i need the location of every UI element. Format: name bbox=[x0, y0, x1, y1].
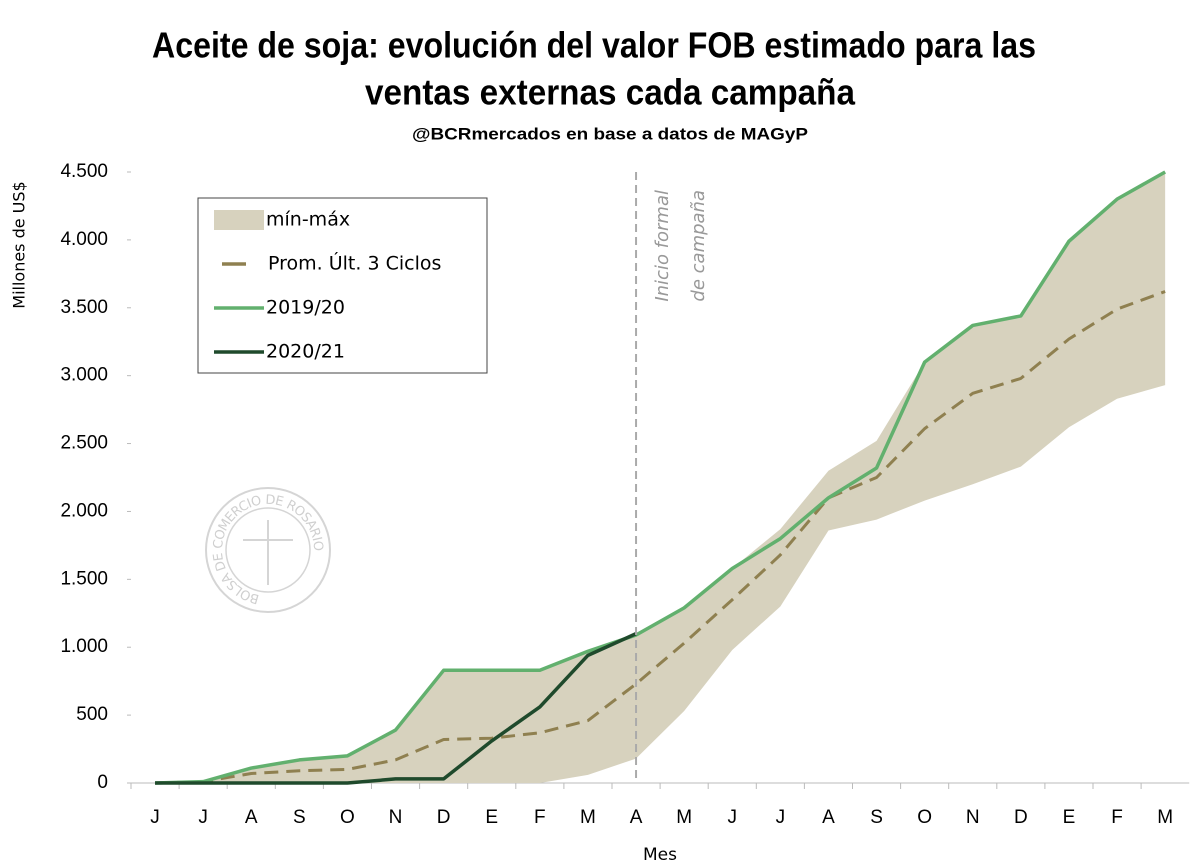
legend-label: 2020/21 bbox=[266, 341, 345, 363]
average-line bbox=[155, 290, 1166, 785]
y-axis-label: Millones de US$ bbox=[10, 181, 29, 308]
x-tick-label: N bbox=[389, 807, 403, 828]
watermark-ring bbox=[205, 487, 331, 613]
x-tick-label: M bbox=[1157, 807, 1173, 828]
y-tick-label: 500 bbox=[76, 704, 108, 725]
x-tick-label: E bbox=[485, 807, 498, 828]
x-axis-label: Mes bbox=[643, 845, 677, 865]
y-tick-label: 1.500 bbox=[60, 568, 108, 589]
x-tick-label: F bbox=[534, 807, 546, 828]
y-tick-label: 3.000 bbox=[60, 365, 108, 386]
series-line bbox=[155, 632, 637, 785]
x-tick-label: A bbox=[630, 807, 643, 828]
series-line bbox=[155, 170, 1167, 785]
x-tick-label: S bbox=[293, 807, 306, 828]
annotation: Inicio formal bbox=[652, 190, 673, 302]
y-tick-label: 4.500 bbox=[60, 161, 108, 182]
x-tick-label: F bbox=[1111, 807, 1123, 828]
chart-title: Aceite de soja: evolución del valor FOB … bbox=[152, 25, 1036, 66]
x-tick-label: J bbox=[150, 807, 160, 828]
x-tick-label: D bbox=[1014, 807, 1028, 828]
legend-swatch bbox=[214, 210, 264, 230]
x-tick-label: J bbox=[728, 807, 738, 828]
chart-title: ventas externas cada campaña bbox=[365, 72, 856, 113]
x-tick-label: N bbox=[966, 807, 980, 828]
chart-subtitle: @BCRmercados en base a datos de MAGyP bbox=[412, 124, 808, 143]
y-tick-label: 3.500 bbox=[60, 297, 108, 318]
legend-label: Prom. Últ. 3 Ciclos bbox=[268, 251, 441, 275]
x-tick-label: E bbox=[1063, 807, 1076, 828]
y-tick-label: 2.500 bbox=[60, 433, 108, 454]
y-tick-label: 4.000 bbox=[60, 229, 108, 250]
x-tick-label: O bbox=[340, 807, 355, 828]
y-tick-label: 1.000 bbox=[60, 636, 108, 657]
legend-label: mín-máx bbox=[266, 209, 350, 231]
x-tick-label: A bbox=[822, 807, 835, 828]
x-tick-label: J bbox=[776, 807, 786, 828]
y-tick-label: 0 bbox=[97, 772, 108, 793]
watermark-ring bbox=[225, 507, 311, 593]
x-tick-label: J bbox=[198, 807, 208, 828]
x-tick-label: M bbox=[676, 807, 692, 828]
y-tick-label: 2.000 bbox=[60, 500, 108, 521]
x-tick-label: M bbox=[580, 807, 596, 828]
annotation: de campaña bbox=[688, 190, 709, 302]
x-tick-label: A bbox=[245, 807, 258, 828]
x-tick-label: D bbox=[437, 807, 451, 828]
range-band bbox=[155, 172, 1166, 783]
legend-label: 2019/20 bbox=[266, 297, 345, 319]
x-tick-label: S bbox=[870, 807, 883, 828]
x-tick-label: O bbox=[917, 807, 932, 828]
